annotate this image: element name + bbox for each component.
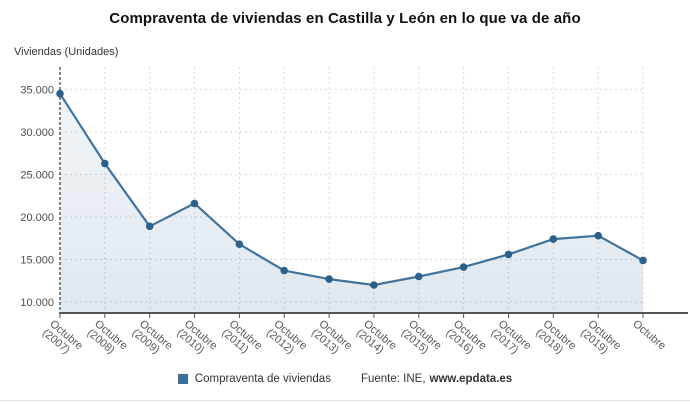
y-axis-tick-label: 35.000 bbox=[20, 85, 54, 97]
data-point[interactable] bbox=[459, 263, 468, 271]
x-axis-tick-label: Octubre(2019) bbox=[578, 318, 623, 361]
data-point[interactable] bbox=[190, 199, 199, 208]
x-axis-ticks bbox=[59, 314, 644, 318]
x-axis-tick-label: Octubre(2018) bbox=[533, 318, 578, 361]
data-point[interactable] bbox=[235, 240, 244, 248]
y-axis-tick-label: 25.000 bbox=[20, 170, 54, 182]
data-points bbox=[56, 89, 647, 289]
legend-swatch bbox=[177, 374, 188, 384]
data-point[interactable] bbox=[325, 275, 333, 283]
y-axis-tick-label: 30.000 bbox=[20, 127, 54, 139]
x-axis-tick-label: Octubre(2016) bbox=[443, 318, 488, 361]
x-axis-tick-label: Octubre(2015) bbox=[399, 318, 444, 361]
chart-title: Compraventa de viviendas en Castilla y L… bbox=[109, 10, 581, 27]
legend-item-compraventa[interactable]: Compraventa de viviendas bbox=[177, 373, 331, 385]
data-point[interactable] bbox=[56, 89, 64, 98]
legend-label: Compraventa de viviendas bbox=[194, 373, 331, 385]
x-axis-tick-label: Octubre(2013) bbox=[309, 318, 354, 361]
y-axis-title: Viviendas (Unidades) bbox=[14, 46, 119, 58]
x-axis-tick-label: Octubre(2011) bbox=[219, 318, 264, 361]
series-line bbox=[58, 92, 645, 287]
y-axis-tick-label: 20.000 bbox=[20, 212, 54, 224]
x-axis-tick-label: Octubre bbox=[630, 318, 668, 352]
x-axis-tick-label: Octubre(2017) bbox=[488, 318, 533, 361]
data-point[interactable] bbox=[280, 266, 289, 275]
series-area bbox=[60, 93, 643, 313]
x-axis-tick-label: Octubre(2012) bbox=[264, 318, 309, 361]
source-prefix: Fuente: INE, bbox=[360, 373, 426, 385]
x-axis-tick-label: Octubre(2007) bbox=[40, 318, 85, 361]
x-axis-tick-label: Octubre(2014) bbox=[354, 318, 399, 361]
x-axis-tick-label: Octubre(2010) bbox=[174, 318, 219, 361]
footer-divider bbox=[0, 400, 690, 401]
y-axis-tick-label: 10.000 bbox=[20, 297, 54, 309]
data-point[interactable] bbox=[145, 222, 154, 231]
y-axis-tick-label: 15.000 bbox=[20, 255, 54, 267]
data-point[interactable] bbox=[101, 159, 109, 168]
x-axis-tick-label: Octubre(2009) bbox=[130, 318, 175, 361]
chart-legend: Compraventa de viviendas Fuente: INE, ww… bbox=[0, 373, 690, 385]
y-axis-labels: 10.000 15.000 20.000 25.000 30.000 35.000 bbox=[20, 85, 54, 310]
data-point[interactable] bbox=[549, 235, 558, 243]
source-site: www.epdata.es bbox=[429, 373, 513, 385]
data-point[interactable] bbox=[370, 281, 378, 289]
x-axis-tick-label: Octubre(2008) bbox=[85, 318, 130, 361]
x-axis-labels: Octubre(2007) Octubre(2008) Octubre(2009) O… bbox=[40, 318, 668, 361]
data-point[interactable] bbox=[504, 250, 513, 259]
data-point[interactable] bbox=[594, 231, 602, 240]
data-point[interactable] bbox=[639, 256, 647, 265]
data-point[interactable] bbox=[415, 272, 423, 281]
source-attribution: Fuente: INE, www.epdata.es bbox=[361, 373, 512, 385]
